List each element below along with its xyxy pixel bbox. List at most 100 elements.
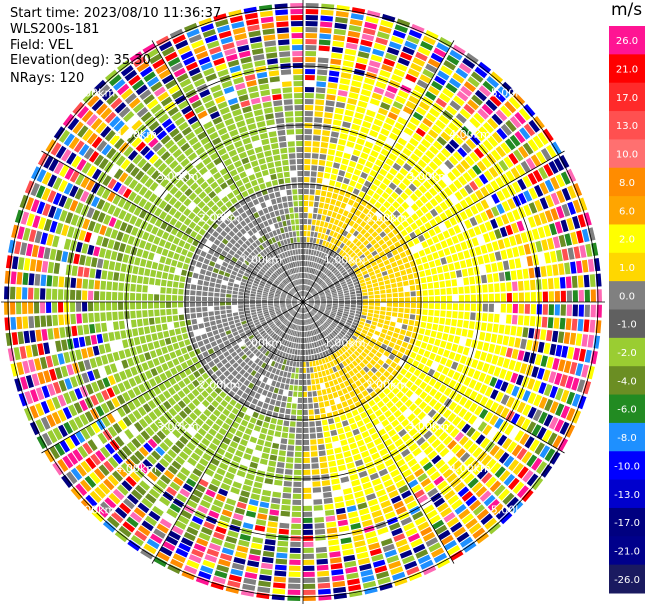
range-gate bbox=[291, 243, 295, 250]
range-gate bbox=[116, 252, 124, 262]
range-gate bbox=[159, 496, 171, 507]
range-gate bbox=[359, 236, 366, 243]
range-gate bbox=[143, 414, 153, 425]
range-gate bbox=[274, 249, 279, 255]
range-gate bbox=[283, 371, 288, 378]
range-gate bbox=[386, 288, 392, 294]
range-gate bbox=[316, 365, 321, 372]
range-gate bbox=[204, 34, 218, 44]
range-gate bbox=[208, 297, 214, 302]
range-gate bbox=[243, 414, 251, 422]
range-gate bbox=[296, 279, 299, 285]
range-gate bbox=[98, 344, 106, 355]
range-gate bbox=[297, 165, 303, 171]
range-gate bbox=[315, 314, 320, 320]
range-gate bbox=[250, 296, 256, 299]
range-gate bbox=[488, 231, 497, 241]
range-gate bbox=[417, 159, 427, 169]
range-gate bbox=[164, 51, 178, 62]
range-gate bbox=[360, 267, 367, 272]
range-gate bbox=[216, 467, 226, 476]
range-gate bbox=[46, 315, 53, 327]
range-gate bbox=[348, 220, 355, 227]
range-gate bbox=[93, 79, 107, 93]
range-gate bbox=[384, 410, 392, 418]
range-gate bbox=[215, 350, 222, 357]
range-gate bbox=[212, 137, 222, 146]
range-gate bbox=[184, 147, 194, 157]
range-gate bbox=[387, 443, 396, 452]
range-gate bbox=[207, 105, 218, 114]
range-gate bbox=[335, 364, 341, 371]
range-gate bbox=[405, 142, 416, 152]
range-gate bbox=[371, 510, 383, 518]
range-gate bbox=[452, 287, 458, 295]
range-gate bbox=[411, 213, 419, 221]
range-gate bbox=[294, 261, 298, 267]
range-gate bbox=[572, 215, 581, 229]
range-gate bbox=[149, 350, 157, 359]
range-gate bbox=[282, 245, 287, 252]
range-gate bbox=[169, 28, 184, 39]
range-gate bbox=[232, 455, 242, 463]
range-gate bbox=[296, 337, 299, 343]
range-gate bbox=[202, 205, 210, 213]
range-gate bbox=[89, 357, 97, 369]
range-gate bbox=[274, 106, 283, 113]
range-gate bbox=[290, 9, 303, 15]
range-gate bbox=[485, 264, 492, 273]
range-gate bbox=[333, 239, 339, 245]
range-gate bbox=[584, 289, 590, 302]
range-gate bbox=[228, 149, 238, 157]
range-gate bbox=[227, 382, 235, 390]
range-gate bbox=[124, 429, 134, 440]
range-gate bbox=[208, 190, 217, 199]
range-gate bbox=[305, 255, 308, 261]
range-gate bbox=[170, 62, 184, 73]
range-gate bbox=[205, 73, 217, 82]
range-gate bbox=[516, 269, 523, 280]
range-gate bbox=[306, 292, 310, 298]
range-gate bbox=[289, 309, 294, 313]
range-gate bbox=[222, 437, 231, 445]
range-gate bbox=[318, 396, 324, 402]
range-gate bbox=[242, 522, 254, 530]
range-gate bbox=[193, 543, 207, 553]
range-gate bbox=[135, 484, 147, 496]
range-gate bbox=[76, 158, 87, 171]
range-gate bbox=[419, 270, 426, 278]
range-gate bbox=[227, 580, 241, 588]
range-gate bbox=[280, 296, 286, 299]
range-gate bbox=[366, 408, 374, 416]
range-gate bbox=[380, 500, 391, 509]
range-gate bbox=[243, 347, 249, 353]
range-gate bbox=[37, 246, 45, 259]
range-gate bbox=[371, 250, 378, 257]
range-gate bbox=[275, 291, 281, 295]
range-gate bbox=[88, 313, 94, 323]
range-gate bbox=[272, 148, 280, 155]
range-gate bbox=[166, 302, 172, 308]
range-gate bbox=[365, 16, 379, 24]
range-gate bbox=[338, 170, 346, 177]
range-gate bbox=[388, 205, 396, 213]
range-gate bbox=[490, 71, 504, 84]
range-gate bbox=[473, 266, 480, 275]
range-gate bbox=[236, 260, 243, 266]
range-gate bbox=[289, 207, 294, 213]
range-gate bbox=[226, 403, 234, 412]
range-gate bbox=[440, 507, 453, 518]
range-gate bbox=[565, 276, 572, 289]
range-gate bbox=[303, 589, 316, 595]
range-gate bbox=[64, 437, 76, 450]
range-gate bbox=[299, 373, 303, 379]
range-gate bbox=[282, 309, 287, 313]
range-gate bbox=[408, 427, 418, 437]
range-gate bbox=[83, 324, 90, 335]
range-gate bbox=[324, 337, 329, 343]
range-gate bbox=[288, 231, 293, 238]
range-gate bbox=[429, 514, 441, 525]
range-gate bbox=[333, 28, 346, 36]
range-gate bbox=[278, 528, 289, 535]
range-gate bbox=[289, 269, 293, 275]
